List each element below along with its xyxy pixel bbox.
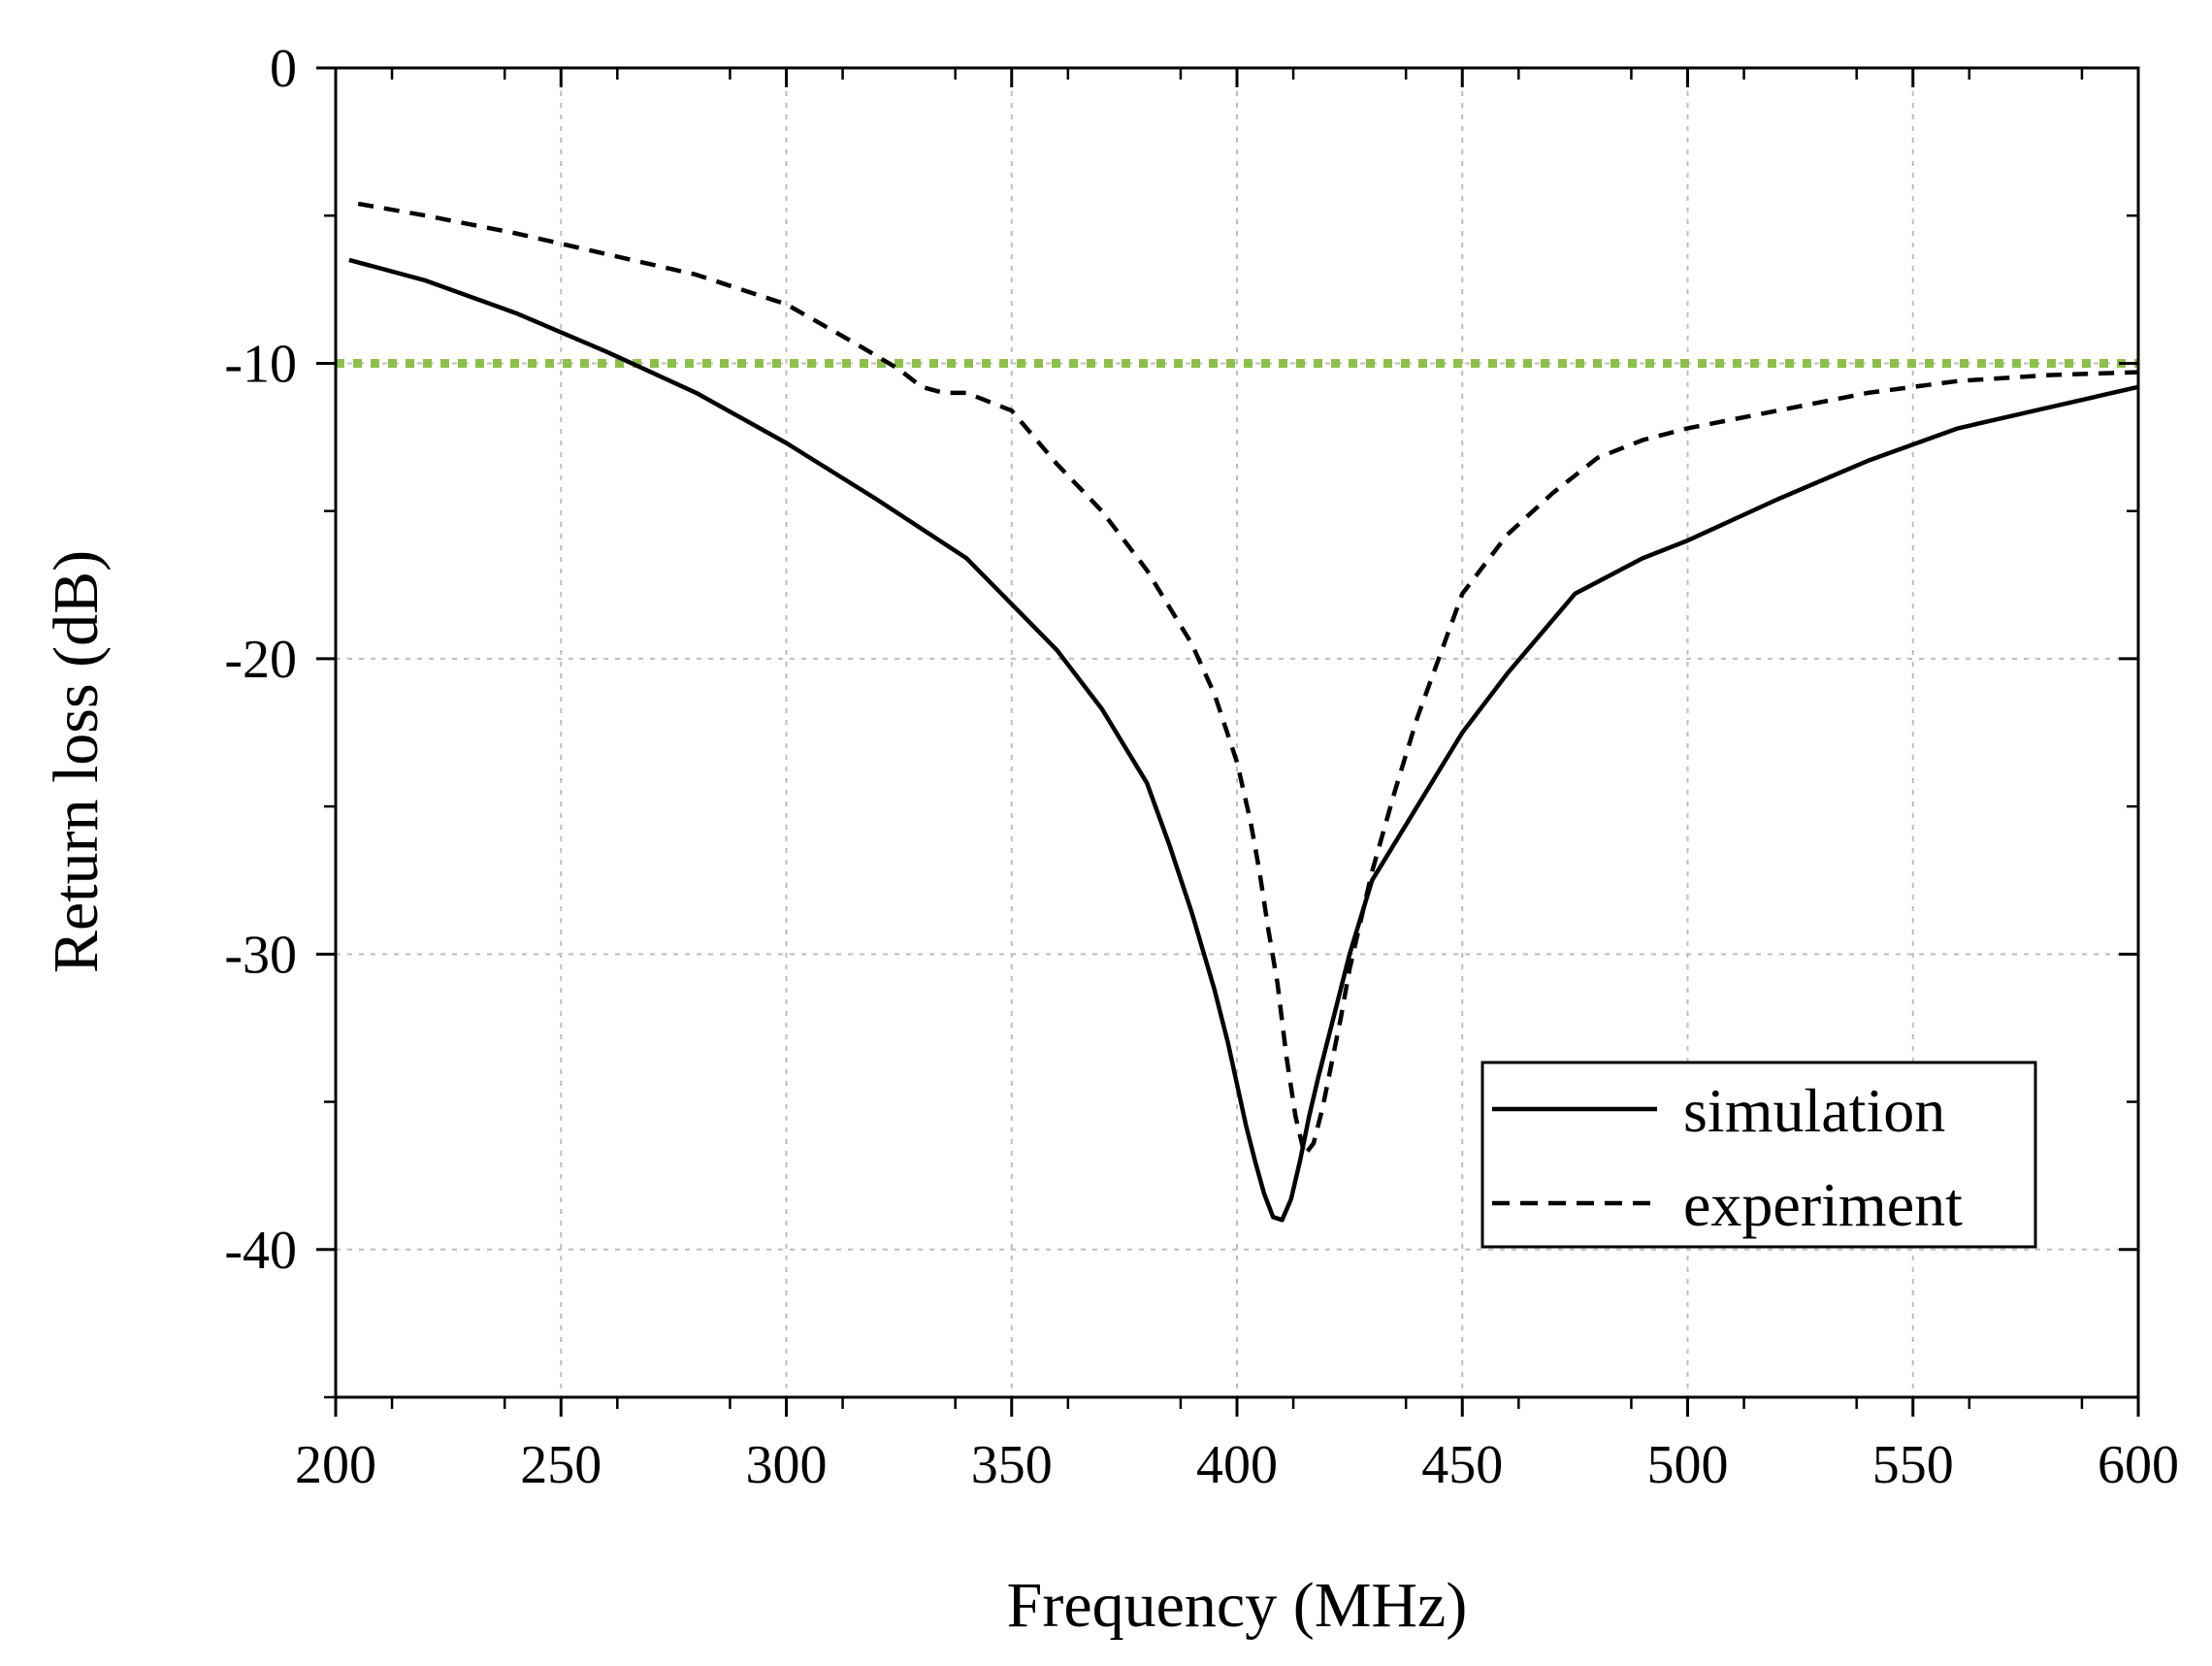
y-tick-label: -10 xyxy=(224,334,297,394)
series-line-experiment xyxy=(357,201,2139,1158)
tick-labels: 200 250 300 350 400 450 500 550 600 0 -10 -20 -30 -40 xyxy=(224,39,2179,1495)
x-tick-label: 300 xyxy=(746,1435,828,1495)
legend: simulation experiment xyxy=(1480,1061,2037,1249)
y-axis-title: Return loss (dB) xyxy=(41,550,112,973)
x-tick-label: 600 xyxy=(2098,1435,2179,1495)
series-line-simulation xyxy=(348,257,2139,1223)
y-tick-label: -30 xyxy=(224,925,297,985)
x-tick-label: 450 xyxy=(1421,1435,1503,1495)
legend-label-simulation: simulation xyxy=(1683,1076,1945,1145)
x-tick-label: 400 xyxy=(1196,1435,1278,1495)
x-tick-label: 550 xyxy=(1872,1435,1954,1495)
legend-label-experiment: experiment xyxy=(1683,1170,1963,1239)
y-tick-label: 0 xyxy=(270,39,297,99)
x-tick-label: 500 xyxy=(1647,1435,1729,1495)
x-axis-title: Frequency (MHz) xyxy=(1007,1570,1468,1641)
x-tick-label: 250 xyxy=(520,1435,602,1495)
legend-box xyxy=(1480,1061,2037,1249)
axis-ticks xyxy=(316,66,2140,1417)
series-group xyxy=(348,201,2139,1223)
y-tick-label: -20 xyxy=(224,630,297,690)
y-tick-label: -40 xyxy=(224,1221,297,1281)
x-tick-label: 350 xyxy=(971,1435,1053,1495)
x-tick-label: 200 xyxy=(295,1435,376,1495)
